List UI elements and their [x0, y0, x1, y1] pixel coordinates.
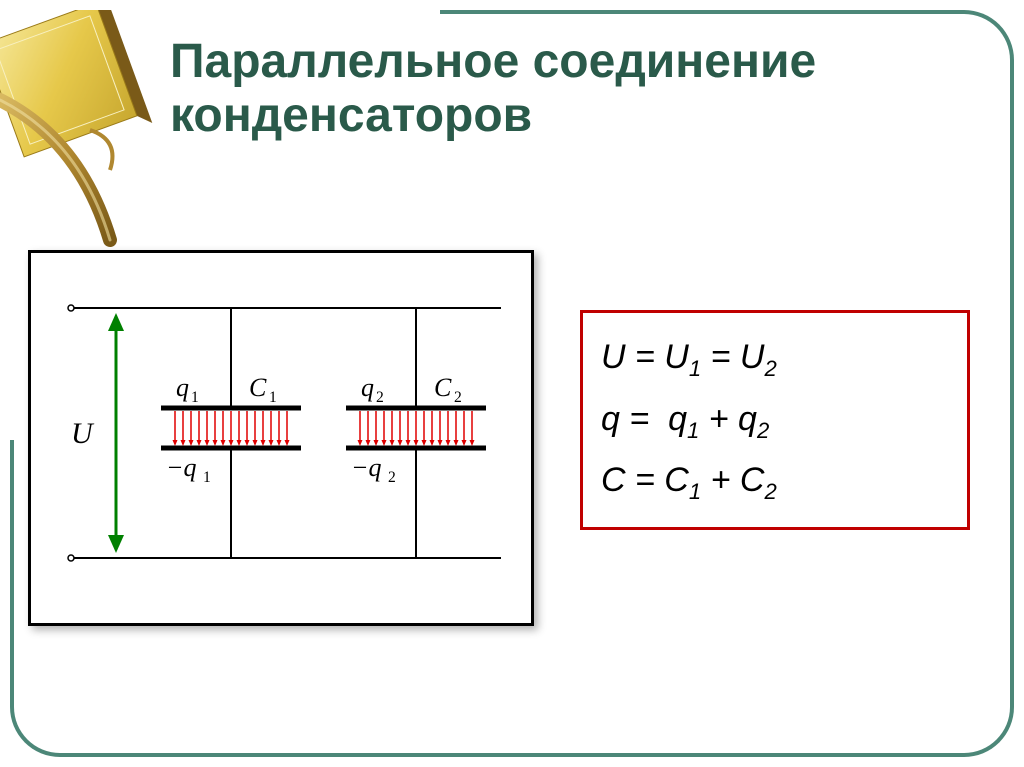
formula-capacitance: C = C1 + C2: [601, 450, 949, 512]
formula-text: U = U1 = U2: [601, 338, 777, 376]
svg-text:−q: −q: [351, 453, 382, 482]
frame-edge-left: [10, 440, 14, 619]
gold-tile-decoration: [0, 10, 170, 210]
slide-title: Параллельное соединение конденсаторов: [170, 35, 950, 143]
svg-text:2: 2: [388, 469, 396, 486]
formula-text: C = C1 + C2: [601, 461, 777, 499]
formula-charge: q = q1 + q2: [601, 389, 949, 451]
svg-text:C: C: [434, 373, 452, 402]
frame-edge-bottom: [148, 753, 876, 757]
svg-text:1: 1: [203, 469, 211, 486]
frame-corner-bl: [10, 617, 150, 757]
svg-text:1: 1: [191, 389, 199, 406]
svg-text:1: 1: [269, 389, 277, 406]
svg-text:2: 2: [454, 389, 462, 406]
frame-edge-top: [440, 10, 876, 14]
formula-voltage: U = U1 = U2: [601, 327, 949, 389]
formula-text: q = q1 + q2: [601, 400, 769, 438]
svg-text:−q: −q: [166, 453, 197, 482]
svg-text:q: q: [176, 373, 189, 402]
svg-text:2: 2: [376, 389, 384, 406]
svg-text:U: U: [71, 417, 95, 450]
svg-text:C: C: [249, 373, 267, 402]
svg-text:q: q: [361, 373, 374, 402]
slide: Параллельное соединение конденсаторов Uq…: [0, 0, 1024, 767]
frame-edge-right: [1010, 148, 1014, 619]
frame-corner-br: [874, 617, 1014, 757]
formula-box: U = U1 = U2 q = q1 + q2 C = C1 + C2: [580, 310, 970, 530]
circuit-diagram: Uq1C1−q1q2C2−q2: [28, 250, 534, 626]
